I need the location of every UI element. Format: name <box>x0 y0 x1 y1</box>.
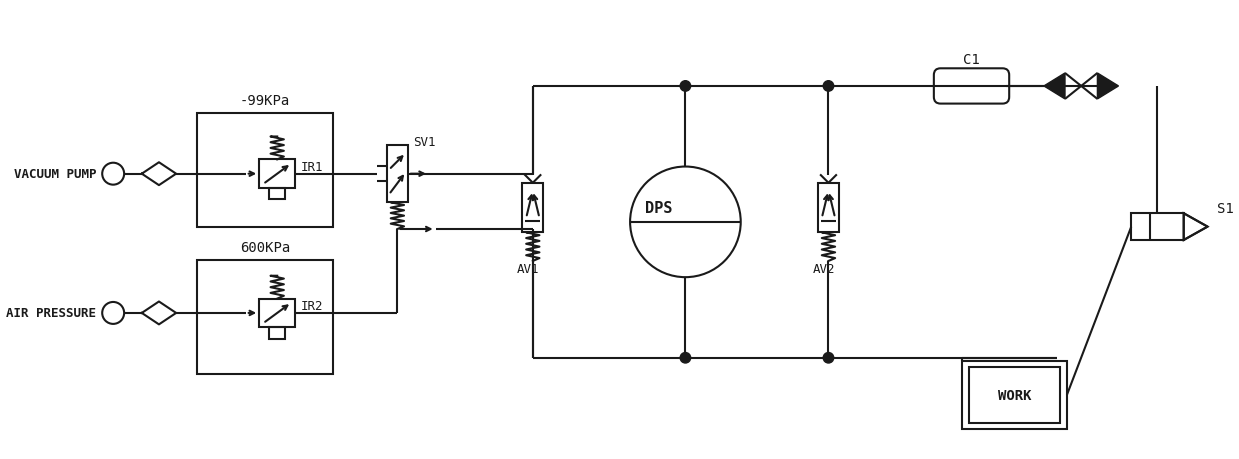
Polygon shape <box>1044 74 1066 100</box>
Bar <box>523 183 544 233</box>
Bar <box>818 183 839 233</box>
Circle shape <box>680 82 690 92</box>
Text: S1: S1 <box>1217 201 1234 215</box>
Circle shape <box>102 302 124 324</box>
Bar <box>259 160 295 189</box>
Bar <box>969 368 1061 423</box>
Bar <box>269 189 285 200</box>
Circle shape <box>680 353 690 363</box>
Text: WORK: WORK <box>997 388 1031 402</box>
Bar <box>387 146 408 203</box>
Text: AV1: AV1 <box>517 263 539 275</box>
Text: C1: C1 <box>963 53 980 67</box>
Text: 600KPa: 600KPa <box>239 241 290 255</box>
Circle shape <box>823 82 834 92</box>
Text: IR1: IR1 <box>301 160 323 173</box>
Bar <box>197 113 332 228</box>
Text: IR2: IR2 <box>301 299 323 312</box>
Bar <box>259 299 295 328</box>
Text: -99KPa: -99KPa <box>239 94 290 108</box>
Text: VACUUM PUMP: VACUUM PUMP <box>14 168 95 181</box>
Bar <box>197 260 332 374</box>
Bar <box>269 328 285 339</box>
Bar <box>1131 214 1183 241</box>
Circle shape <box>631 167 741 278</box>
FancyBboxPatch shape <box>934 69 1010 104</box>
Polygon shape <box>1098 74 1119 100</box>
Text: AIR PRESSURE: AIR PRESSURE <box>6 307 95 320</box>
Bar <box>961 361 1067 429</box>
Text: DPS: DPS <box>646 201 673 216</box>
Text: SV1: SV1 <box>414 135 436 148</box>
Circle shape <box>823 353 834 363</box>
Text: AV2: AV2 <box>813 263 835 275</box>
Polygon shape <box>1183 214 1208 241</box>
Circle shape <box>102 163 124 185</box>
